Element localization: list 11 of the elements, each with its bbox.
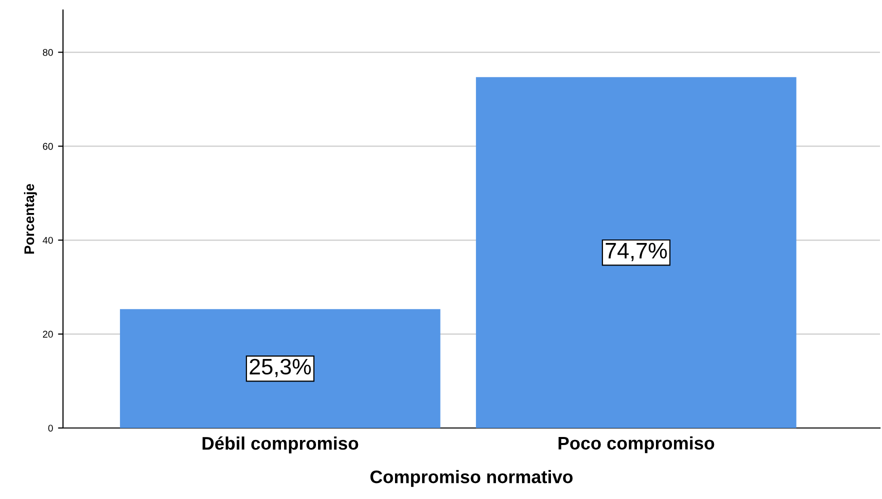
data-label: 25,3% <box>250 358 311 378</box>
y-tick-label: 20 <box>42 330 53 338</box>
y-tick-label: 80 <box>42 49 53 56</box>
x-tick-label: Poco compromiso <box>558 436 714 454</box>
y-tick-label: 40 <box>42 236 53 244</box>
y-tick-label: 60 <box>42 142 53 150</box>
data-label: 74,7% <box>606 242 667 262</box>
x-tick-label: Débil compromiso <box>202 436 358 454</box>
y-axis-title: Porcentaje <box>24 184 37 254</box>
y-tick-label: 0 <box>48 424 53 432</box>
x-axis-title: Compromiso normativo <box>370 470 573 487</box>
